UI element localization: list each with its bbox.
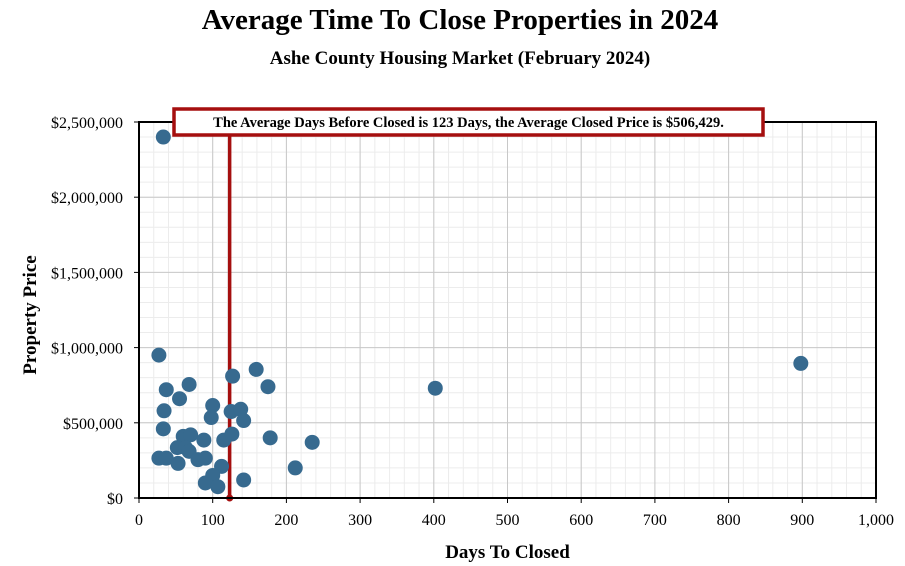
y-tick-label: $0 [107,491,123,508]
axis-ticks: 0 100 200 300 400 500 600 700 800 900 1,000 $0 $500,… [51,115,894,529]
grid [138,121,877,499]
y-tick-label: $2,000,000 [51,190,123,207]
data-point [287,460,303,476]
data-point [151,347,167,363]
data-point [304,434,320,450]
x-tick-label: 0 [135,512,143,529]
x-tick-label: 900 [790,512,814,529]
y-tick-label: $1,000,000 [51,341,123,358]
x-tick-label: 200 [274,512,298,529]
data-point [196,432,212,448]
y-axis-title: Property Price [20,255,41,374]
data-point [155,421,171,437]
data-point [262,430,278,446]
data-point [156,403,172,419]
data-points [151,129,809,495]
chart-title: Average Time To Close Properties in 2024 [201,4,719,36]
x-tick-label: 700 [643,512,667,529]
y-tick-label: $500,000 [63,416,123,433]
data-point [427,380,443,396]
x-tick-label: 400 [422,512,446,529]
data-point [236,413,252,429]
data-point [260,379,276,395]
x-tick-label: 600 [569,512,593,529]
data-point [183,427,199,443]
data-point [197,450,213,466]
y-tick-label: $1,500,000 [51,265,123,282]
data-point [793,355,809,371]
data-point [170,455,186,471]
data-point [158,382,174,398]
data-point [155,129,171,145]
average-callout: The Average Days Before Closed is 123 Da… [172,107,765,137]
data-point [158,450,174,466]
data-point [233,401,249,417]
average-callout-box [172,107,765,137]
data-point [197,475,213,491]
data-point [248,361,264,377]
x-tick-label: 300 [348,512,372,529]
data-point [172,391,188,407]
x-tick-label: 500 [496,512,520,529]
x-axis-title: Days To Closed [445,542,570,563]
x-tick-label: 1,000 [858,512,894,529]
data-point [181,376,197,392]
y-tick-label: $2,500,000 [51,115,123,132]
chart-subtitle: Ashe County Housing Market (February 202… [269,48,651,69]
data-point [225,368,241,384]
data-point [210,479,226,495]
x-tick-label: 800 [717,512,741,529]
data-point [203,410,219,426]
average-callout-text: The Average Days Before Closed is 123 Da… [213,115,724,131]
data-point [236,472,252,488]
x-tick-label: 100 [201,512,225,529]
data-point [205,398,221,414]
data-point [224,426,240,442]
